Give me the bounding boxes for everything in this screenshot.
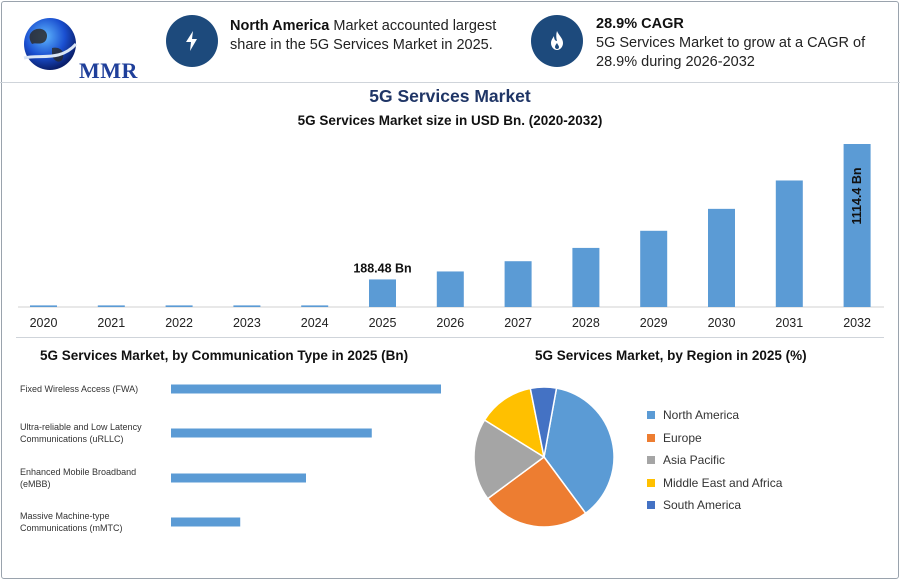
region-chart-title: 5G Services Market, by Region in 2025 (%… [535,348,807,363]
lightning-icon [186,31,197,51]
legend-swatch-0 [647,411,655,420]
x-tick-2026: 2026 [436,316,464,330]
flame-icon [551,31,563,50]
legend-item-1: Europe [647,427,782,450]
x-tick-2030: 2030 [708,316,736,330]
mmr-logo: MMR [16,14,137,83]
bar-2022 [165,305,193,307]
x-tick-2027: 2027 [504,316,532,330]
bar-2029 [640,230,668,307]
type-bar-0 [171,384,441,394]
fact1-badge [166,15,218,67]
type-label-3-0: Massive Machine-type [20,511,110,521]
legend-item-0: North America [647,404,782,427]
type-bar-2 [171,473,306,483]
fact2-bold: 28.9% CAGR [596,16,684,32]
pie-slice-4 [529,386,558,458]
type-chart-title: 5G Services Market, by Communication Typ… [40,348,409,363]
data-label-2032: 1114.4 Bn [850,168,864,225]
fact1-bold: North America [230,18,330,34]
data-label-2025: 188.48 Bn [353,261,411,275]
x-tick-2029: 2029 [640,316,668,330]
legend-label-2: Asia Pacific [663,453,726,468]
legend-item-4: South America [647,494,782,517]
fact2-badge [531,15,583,67]
page-title: 5G Services Market [369,86,531,106]
legend-label-4: South America [663,498,742,513]
x-tick-2028: 2028 [572,316,600,330]
type-label-2-1: (eMBB) [20,479,51,489]
logo-text: MMR [79,58,138,83]
x-tick-2022: 2022 [165,316,193,330]
bar-2020 [30,305,57,307]
legend-label-1: Europe [663,430,702,445]
legend-label-3: Middle East and Africa [663,475,783,490]
x-tick-2025: 2025 [369,316,397,330]
pie-slice-2 [473,418,546,500]
bar-2031 [775,180,803,307]
fact1-body: Market accounted largest share in the 5G… [230,18,497,53]
bar-2032 [843,144,871,307]
legend-swatch-3 [647,478,655,487]
type-bar-1 [171,428,372,438]
bar-2030 [708,208,735,307]
legend-swatch-4 [647,501,655,510]
market-size-bar-chart: 2020 2021 2022 2023 2024 2025 188.48 Bn 2026 202… [18,144,884,330]
section-divider [16,337,884,338]
x-tick-2021: 2021 [97,316,125,330]
bar-2026 [436,271,464,307]
legend-item-3: Middle East and Africa [647,472,782,495]
bar-2027 [504,261,532,307]
legend-item-2: Asia Pacific [647,449,782,472]
bar-2028 [572,247,600,307]
x-tick-2031: 2031 [775,316,803,330]
type-label-3-1: Communications (mMTC) [20,523,123,533]
globe-icon [23,18,78,70]
fact2-body: 5G Services Market to grow at a CAGR of … [596,35,866,70]
type-label-2-0: Enhanced Mobile Broadband [20,467,136,477]
type-label-0-0: Fixed Wireless Access (FWA) [20,384,138,394]
x-tick-2032: 2032 [843,316,871,330]
legend-swatch-2 [647,456,655,465]
pie-slice-0 [543,387,615,515]
region-pie-chart [473,386,615,528]
bar-2023 [233,305,261,307]
pie-slice-1 [486,455,587,528]
x-tick-2020: 2020 [30,316,58,330]
legend-swatch-1 [647,433,655,442]
bar-chart-title: 5G Services Market size in USD Bn. (2020… [297,113,603,128]
communication-type-bar-chart: Fixed Wireless Access (FWA) Ultra-reliabl… [20,384,441,533]
type-label-1-0: Ultra-reliable and Low Latency [20,422,142,432]
pie-slice-3 [483,387,546,459]
type-bar-3 [171,517,241,527]
bar-2025 [369,279,396,307]
fact1-text: North America Market accounted largest s… [230,17,510,55]
fact2-text: 28.9% CAGR 5G Services Market to grow at… [596,15,866,72]
header-divider [0,82,900,83]
region-legend: North America Europe Asia Pacific Middle Ea… [647,404,782,517]
bar-2024 [301,305,329,307]
x-tick-2023: 2023 [233,316,261,330]
bar-2021 [97,305,125,307]
type-label-1-1: Communications (uRLLC) [20,434,124,444]
legend-label-0: North America [663,408,740,423]
x-tick-2024: 2024 [301,316,329,330]
